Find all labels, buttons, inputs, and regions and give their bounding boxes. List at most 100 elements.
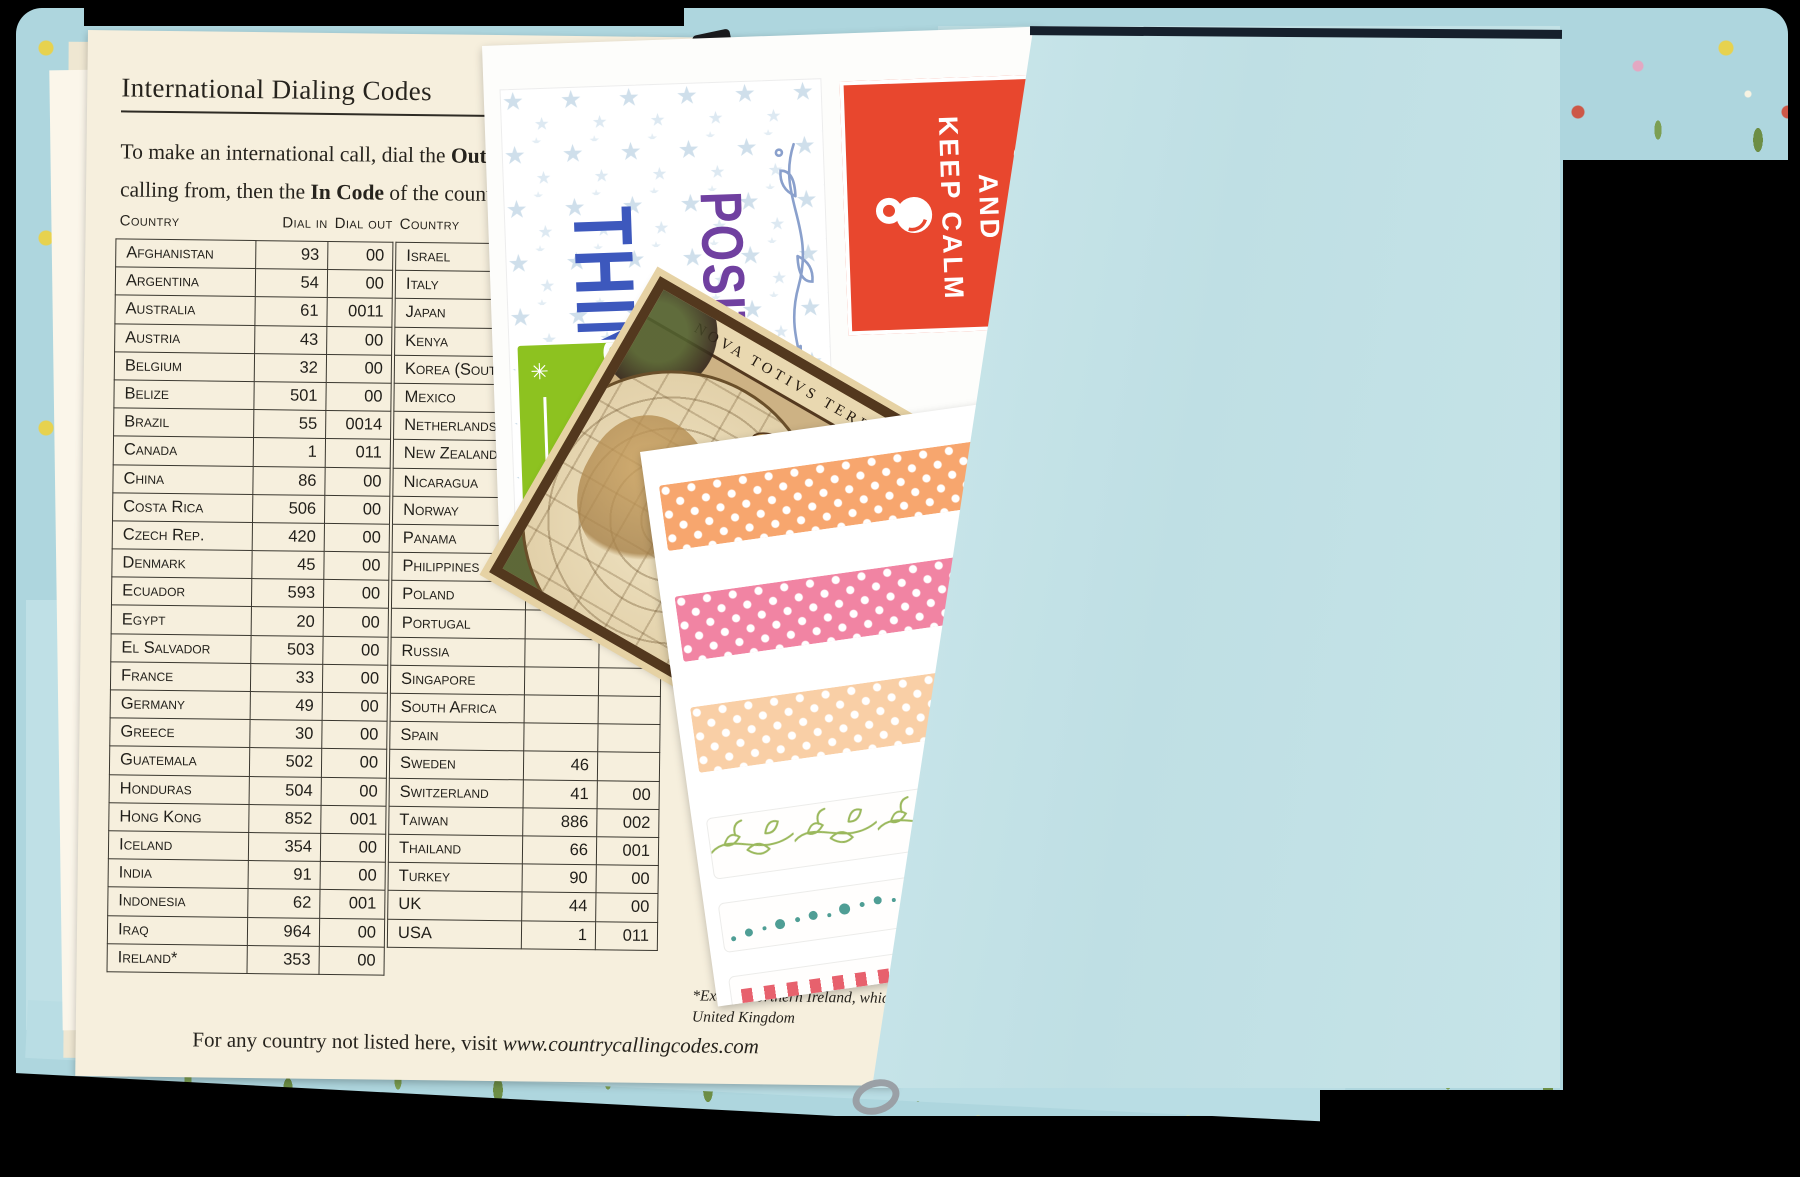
dial-in-cell bbox=[524, 694, 599, 724]
country-cell: Russia bbox=[390, 636, 526, 667]
dial-out-cell: 00 bbox=[595, 893, 658, 923]
kettlebell-icon bbox=[876, 197, 933, 234]
table-row: China 86 00 bbox=[112, 464, 391, 496]
table-header-left: Country Dial in Dial out bbox=[116, 212, 393, 232]
country-cell: Austria bbox=[114, 323, 255, 354]
table-row: Argentina 54 00 bbox=[115, 267, 393, 299]
table-row: Belize 501 00 bbox=[113, 379, 392, 412]
dial-in-cell: 49 bbox=[250, 691, 323, 721]
dial-out-cell: 0014 bbox=[325, 410, 391, 440]
dial-out-cell: 00 bbox=[322, 636, 389, 666]
table-row: Thailand 66 001 bbox=[388, 834, 659, 866]
dial-out-cell bbox=[598, 667, 661, 697]
dial-in-cell: 353 bbox=[246, 945, 320, 975]
dial-in-cell: 501 bbox=[253, 381, 327, 411]
dial-in-cell: 62 bbox=[247, 888, 321, 918]
table-row: Sweden 46 bbox=[389, 749, 660, 782]
dial-in-cell: 1 bbox=[521, 920, 596, 950]
dial-out-cell: 00 bbox=[323, 607, 389, 637]
table-row: Ireland* 353 00 bbox=[106, 943, 385, 976]
dial-in-cell: 91 bbox=[248, 860, 321, 890]
table-row: Germany 49 00 bbox=[110, 689, 388, 722]
country-cell: Belize bbox=[113, 379, 255, 410]
dial-in-cell: 30 bbox=[249, 719, 323, 749]
table-row: Honduras 504 00 bbox=[109, 774, 387, 806]
header-country: Country bbox=[119, 212, 180, 231]
header-dial-out: Dial out bbox=[334, 215, 393, 233]
dial-out-cell: 00 bbox=[326, 354, 392, 384]
dial-in-cell: 20 bbox=[251, 606, 324, 637]
dial-out-cell: 001 bbox=[320, 805, 387, 835]
table-row: Ecuador 593 00 bbox=[111, 577, 389, 609]
table-row: USA 1 011 bbox=[387, 918, 658, 951]
country-cell: Greece bbox=[109, 718, 251, 748]
dial-out-cell: 011 bbox=[325, 438, 391, 468]
country-cell: Indonesia bbox=[107, 887, 249, 918]
table-row: Belgium 32 00 bbox=[114, 351, 392, 384]
dial-out-cell: 00 bbox=[327, 241, 393, 271]
table-row: El Salvador 503 00 bbox=[110, 633, 389, 666]
dial-in-cell: 86 bbox=[252, 466, 326, 496]
country-cell: Iraq bbox=[107, 915, 248, 946]
dial-in-cell: 354 bbox=[248, 832, 321, 862]
table-row: Indonesia 62 001 bbox=[107, 887, 386, 919]
table-row: Greece 30 00 bbox=[109, 718, 388, 750]
dial-out-cell: 00 bbox=[324, 466, 391, 496]
country-cell: Belgium bbox=[114, 351, 255, 382]
dial-out-cell: 00 bbox=[318, 946, 385, 976]
table-row: Taiwan 886 002 bbox=[388, 805, 660, 838]
footer-url: www.countrycallingcodes.com bbox=[502, 1031, 760, 1059]
dial-in-cell: 43 bbox=[254, 325, 327, 355]
dial-in-cell: 506 bbox=[252, 494, 325, 524]
table-row: Denmark 45 00 bbox=[111, 548, 390, 581]
dial-in-cell bbox=[524, 666, 599, 696]
dial-out-cell: 00 bbox=[321, 720, 388, 750]
dial-in-cell: 32 bbox=[254, 353, 327, 383]
dial-out-cell bbox=[598, 695, 661, 725]
dial-out-cell: 001 bbox=[596, 836, 659, 866]
country-cell: Brazil bbox=[113, 407, 254, 438]
dial-out-cell: 001 bbox=[319, 889, 386, 919]
dial-in-cell: 54 bbox=[255, 268, 328, 298]
dial-out-cell: 00 bbox=[325, 382, 392, 412]
header-dial-in: Dial in bbox=[282, 214, 328, 232]
dial-in-cell bbox=[523, 723, 599, 753]
country-cell: Ireland* bbox=[106, 943, 248, 974]
table-row: Switzerland 41 00 bbox=[389, 777, 660, 810]
dial-in-cell: 593 bbox=[251, 578, 324, 608]
dialing-codes-table-left: Afghanistan 93 00 Argentina 54 00 Australia 61 0… bbox=[106, 238, 393, 976]
table-row: Canada 1 011 bbox=[113, 436, 391, 468]
country-cell: Canada bbox=[113, 436, 254, 467]
country-cell: UK bbox=[387, 890, 522, 921]
table-row: Brazil 55 0014 bbox=[113, 407, 391, 440]
dial-in-cell: 1 bbox=[253, 437, 326, 467]
country-cell: Poland bbox=[391, 580, 526, 611]
country-cell: Costa Rica bbox=[112, 492, 253, 523]
country-cell: India bbox=[108, 858, 249, 889]
dial-out-cell: 00 bbox=[321, 776, 387, 806]
country-cell: Iceland bbox=[108, 830, 249, 861]
dial-in-cell: 502 bbox=[249, 747, 322, 777]
country-cell: Australia bbox=[114, 295, 256, 326]
table-row: UK 44 00 bbox=[387, 890, 658, 923]
dial-in-cell: 503 bbox=[250, 635, 324, 665]
table-row: South Africa bbox=[390, 693, 661, 725]
dial-out-cell: 00 bbox=[319, 917, 385, 947]
country-cell: Turkey bbox=[388, 862, 523, 893]
country-cell: Portugal bbox=[391, 608, 526, 639]
country-cell: Thailand bbox=[388, 834, 523, 864]
country-cell: Switzerland bbox=[389, 777, 524, 808]
photo-edge bbox=[1563, 160, 1800, 1177]
page-footer: For any country not listed here, visit w… bbox=[192, 1027, 760, 1059]
dial-out-cell: 00 bbox=[326, 326, 392, 355]
table-row: Egypt 20 00 bbox=[111, 605, 389, 637]
country-cell: Hong Kong bbox=[108, 802, 250, 833]
country-cell: Guatemala bbox=[109, 746, 250, 777]
dial-in-cell: 420 bbox=[252, 522, 325, 552]
table-row: Singapore bbox=[390, 665, 661, 697]
table-row: Afghanistan 93 00 bbox=[115, 238, 393, 271]
dial-out-cell: 00 bbox=[323, 551, 390, 581]
keep-calm-sticker: KEEP CALM AND GET FIT bbox=[839, 74, 1049, 336]
dial-out-cell: 00 bbox=[324, 495, 390, 525]
